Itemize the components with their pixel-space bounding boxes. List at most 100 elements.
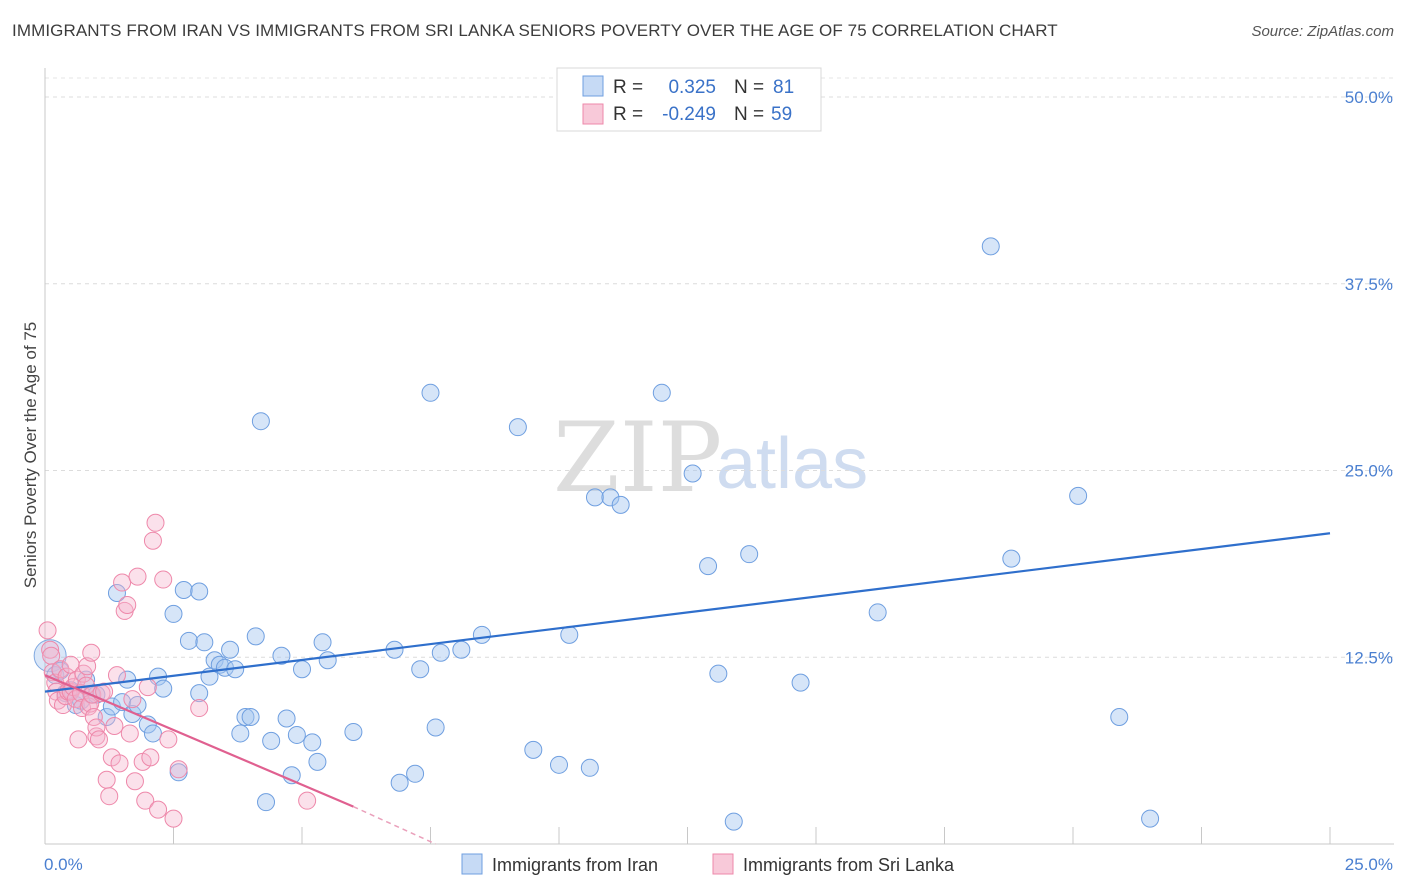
iran-point <box>107 584 126 603</box>
srilanka-point <box>84 708 103 727</box>
iran-point <box>287 725 306 744</box>
iran-point <box>308 752 327 771</box>
srilanka-point <box>79 697 98 716</box>
srilanka-point <box>128 567 147 586</box>
iran-point <box>164 604 183 623</box>
srilanka-point <box>87 718 106 737</box>
iran-trend-line <box>44 532 1331 693</box>
iran-point <box>611 495 630 514</box>
iran-point <box>1069 486 1088 505</box>
srilanka-point <box>78 657 97 676</box>
srilanka-point <box>105 716 124 735</box>
chart-title: IMMIGRANTS FROM IRAN VS IMMIGRANTS FROM … <box>12 21 1058 40</box>
iran-point <box>406 764 425 783</box>
legend-r-label-1: R = <box>613 77 643 98</box>
iran-point <box>560 625 579 644</box>
iran-point <box>740 545 759 564</box>
bottom-legend-swatch-srilanka <box>712 853 734 875</box>
iran-point <box>318 651 337 670</box>
iran-point <box>221 640 240 659</box>
srilanka-point <box>298 791 317 810</box>
gridlines <box>45 77 1394 658</box>
iran-point <box>550 755 568 774</box>
iran-point <box>174 581 193 600</box>
srilanka-point <box>51 660 70 679</box>
srilanka-point <box>138 678 157 697</box>
iran-point <box>231 724 250 743</box>
iran-point <box>699 557 718 576</box>
iran-point <box>179 631 198 650</box>
legend-n-label-1: N = <box>734 77 764 98</box>
srilanka-point <box>169 760 188 779</box>
iran-point <box>344 722 363 741</box>
legend-r-label-2: R = <box>613 104 643 125</box>
iran-point <box>580 758 599 777</box>
iran-point <box>241 708 260 727</box>
srilanka-point <box>146 513 165 532</box>
iran-point <box>411 660 430 679</box>
srilanka-point <box>154 570 173 589</box>
legend-n-value-1: 81 <box>773 77 794 98</box>
iran-point <box>724 812 743 831</box>
trend-lines <box>44 532 1331 845</box>
srilanka-point <box>125 772 144 791</box>
tick-labels: 12.5% 25.0% 37.5% 50.0% 0.0% 25.0% <box>44 88 1393 874</box>
srilanka-point <box>69 730 88 749</box>
legend-r-value-2: -0.249 <box>662 104 716 125</box>
bottom-legend-label-iran: Immigrants from Iran <box>492 855 658 875</box>
srilanka-trend-extension <box>353 805 436 845</box>
iran-point <box>791 673 810 692</box>
iran-point <box>190 684 209 703</box>
source-label: Source: ZipAtlas.com <box>1251 23 1394 40</box>
iran-point <box>257 793 276 812</box>
srilanka-point <box>120 724 139 743</box>
srilanka-point <box>97 770 116 789</box>
srilanka-trend-line <box>44 674 354 808</box>
srilanka-point <box>164 809 183 828</box>
iran-point <box>652 383 671 402</box>
iran-point <box>143 724 162 743</box>
srilanka-point <box>110 754 129 773</box>
x-tick-label-min: 0.0% <box>44 855 83 874</box>
srilanka-point <box>136 791 155 810</box>
iran-point <box>585 488 604 507</box>
srilanka-point <box>123 690 142 709</box>
iran-point <box>683 464 702 483</box>
iran-point <box>236 708 255 727</box>
iran-point <box>272 646 291 665</box>
x-tick-label-max: 25.0% <box>1345 855 1393 874</box>
legend-n-label-2: N = <box>734 104 764 125</box>
srilanka-point <box>113 573 132 592</box>
iran-point <box>195 633 214 652</box>
iran-point <box>868 603 887 622</box>
srilanka-point <box>141 748 160 767</box>
srilanka-point <box>100 787 119 806</box>
iran-point <box>390 773 409 792</box>
y-tick-label: 50.0% <box>1345 88 1393 107</box>
iran-point <box>709 664 728 683</box>
srilanka-point <box>118 595 137 614</box>
srilanka-point <box>41 640 60 659</box>
iran-point <box>524 740 543 759</box>
iran-point <box>313 633 332 652</box>
y-tick-label: 37.5% <box>1345 275 1393 294</box>
legend-swatch-srilanka <box>582 103 604 125</box>
legend-r-value-1: 0.325 <box>668 77 716 98</box>
iran-point <box>1141 809 1160 828</box>
iran-point <box>431 643 450 662</box>
iran-point <box>421 383 440 402</box>
correlation-legend: R = 0.325 N = 81 R = -0.249 N = 59 <box>556 67 822 132</box>
srilanka-point <box>38 621 57 640</box>
iran-point <box>1110 708 1129 727</box>
bottom-legend-swatch-iran <box>461 853 483 875</box>
iran-point <box>190 582 209 601</box>
srilanka-point <box>159 730 178 749</box>
iran-point <box>981 237 1000 256</box>
watermark-zip: ZIP <box>553 402 722 514</box>
srilanka-point <box>149 800 168 819</box>
iran-point <box>508 418 527 437</box>
srilanka-point <box>143 531 162 550</box>
iran-point <box>293 660 311 679</box>
iran-point <box>262 731 281 750</box>
bottom-legend-label-srilanka: Immigrants from Sri Lanka <box>743 855 955 875</box>
